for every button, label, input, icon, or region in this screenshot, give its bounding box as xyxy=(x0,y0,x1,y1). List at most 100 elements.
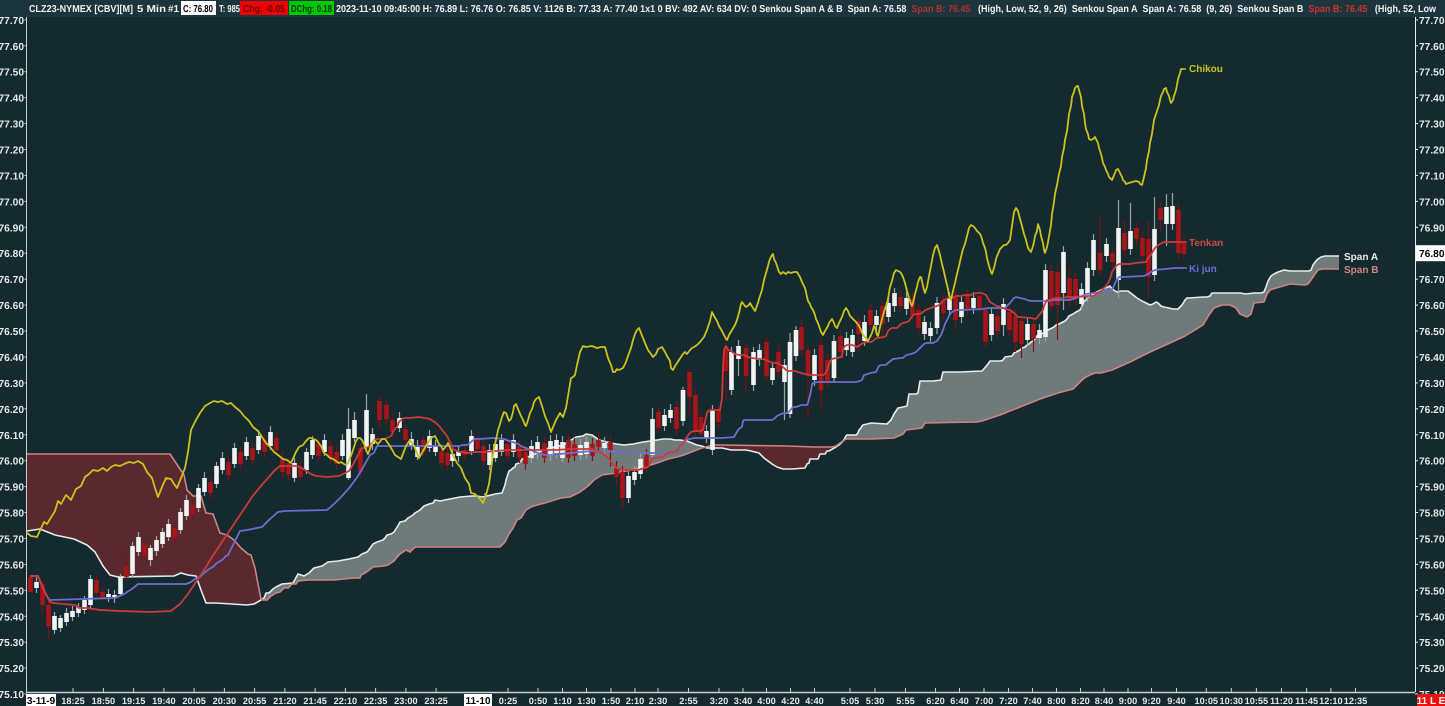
svg-text:7:00: 7:00 xyxy=(975,696,993,706)
svg-text:75.80: 75.80 xyxy=(0,509,24,520)
svg-text:77.40: 77.40 xyxy=(1419,94,1445,105)
svg-text:75.20: 75.20 xyxy=(1419,664,1445,675)
svg-text:76.00: 76.00 xyxy=(0,457,24,468)
svg-text:18:25: 18:25 xyxy=(61,696,85,706)
svg-text:23:00: 23:00 xyxy=(394,696,418,706)
svg-text:77.40: 77.40 xyxy=(0,94,24,105)
svg-text:75.10: 75.10 xyxy=(0,690,24,701)
svg-text:77.20: 77.20 xyxy=(0,146,24,157)
svg-text:4:40: 4:40 xyxy=(805,696,823,706)
svg-text:11-10: 11-10 xyxy=(465,696,490,706)
svg-text:77.30: 77.30 xyxy=(0,120,24,131)
svg-text:76.90: 76.90 xyxy=(0,223,24,234)
svg-text:8:40: 8:40 xyxy=(1095,696,1113,706)
svg-text:5:55: 5:55 xyxy=(896,696,914,706)
svg-text:2:30: 2:30 xyxy=(649,696,667,706)
svg-text:1:10: 1:10 xyxy=(553,696,571,706)
svg-text:77.50: 77.50 xyxy=(0,68,24,79)
svg-text:75.40: 75.40 xyxy=(1419,612,1445,623)
svg-text:22:35: 22:35 xyxy=(364,696,388,706)
svg-text:75.70: 75.70 xyxy=(1419,535,1445,546)
svg-text:3-11-9: 3-11-9 xyxy=(27,696,56,706)
svg-text:77.70: 77.70 xyxy=(0,16,24,27)
svg-text:76.80: 76.80 xyxy=(1419,249,1445,260)
svg-text:20:05: 20:05 xyxy=(182,696,206,706)
svg-text:5:30: 5:30 xyxy=(866,696,884,706)
svg-text:7:40: 7:40 xyxy=(1023,696,1041,706)
svg-text:75.60: 75.60 xyxy=(1419,560,1445,571)
svg-text:6:40: 6:40 xyxy=(950,696,968,706)
svg-text:Span B: Span B xyxy=(1344,265,1378,276)
svg-text:9:40: 9:40 xyxy=(1167,696,1185,706)
svg-text:2:10: 2:10 xyxy=(626,696,644,706)
svg-text:75.30: 75.30 xyxy=(1419,638,1445,649)
svg-text:76.50: 76.50 xyxy=(1419,327,1445,338)
svg-text:76.70: 76.70 xyxy=(1419,275,1445,286)
svg-text:77.10: 77.10 xyxy=(0,171,24,182)
svg-text:22:10: 22:10 xyxy=(334,696,358,706)
svg-text:Chikou: Chikou xyxy=(1189,64,1223,75)
svg-text:Chg: -0.05: Chg: -0.05 xyxy=(243,4,285,15)
svg-text:75.40: 75.40 xyxy=(0,612,24,623)
svg-text:76.00: 76.00 xyxy=(1419,457,1445,468)
svg-text:76.90: 76.90 xyxy=(1419,223,1445,234)
svg-text:5:05: 5:05 xyxy=(841,696,859,706)
svg-text:4:20: 4:20 xyxy=(781,696,799,706)
svg-text:1:50: 1:50 xyxy=(602,696,620,706)
svg-text:19:40: 19:40 xyxy=(152,696,176,706)
svg-text:19:15: 19:15 xyxy=(122,696,146,706)
svg-text:6:20: 6:20 xyxy=(926,696,944,706)
svg-text:CLZ23-NYMEX [CBV][M]: CLZ23-NYMEX [CBV][M] xyxy=(29,4,133,15)
svg-text:77.30: 77.30 xyxy=(1419,120,1445,131)
svg-text:5 Min: 5 Min xyxy=(137,4,166,15)
svg-text:Ki jun: Ki jun xyxy=(1189,264,1217,275)
svg-text:75.20: 75.20 xyxy=(0,664,24,675)
svg-text:75.90: 75.90 xyxy=(0,483,24,494)
svg-text:7:20: 7:20 xyxy=(999,696,1017,706)
svg-text:77.00: 77.00 xyxy=(1419,197,1445,208)
svg-text:1:30: 1:30 xyxy=(577,696,595,706)
svg-text:76.10: 76.10 xyxy=(0,431,24,442)
svg-text:2023-11-10 09:45:00 H: 76.89 L: 2023-11-10 09:45:00 H: 76.89 L: 76.76 O:… xyxy=(336,4,1436,15)
svg-text:75.90: 75.90 xyxy=(1419,483,1445,494)
svg-text:21:20: 21:20 xyxy=(273,696,297,706)
svg-text:11:20: 11:20 xyxy=(1270,696,1293,706)
svg-text:12:10: 12:10 xyxy=(1319,696,1343,706)
svg-text:8:20: 8:20 xyxy=(1071,696,1089,706)
svg-text:75.50: 75.50 xyxy=(0,586,24,597)
svg-text:76.60: 76.60 xyxy=(1419,301,1445,312)
svg-text:77.70: 77.70 xyxy=(1419,16,1445,27)
svg-text:Span A: Span A xyxy=(1344,252,1378,263)
svg-text:11 L E: 11 L E xyxy=(1417,696,1445,706)
svg-text:Tenkan: Tenkan xyxy=(1189,238,1223,249)
svg-text:77.60: 77.60 xyxy=(0,42,24,53)
svg-text:76.20: 76.20 xyxy=(1419,405,1445,416)
svg-text:2:55: 2:55 xyxy=(679,696,697,706)
svg-text:76.10: 76.10 xyxy=(1419,431,1445,442)
svg-text:76.70: 76.70 xyxy=(0,275,24,286)
svg-text:77.00: 77.00 xyxy=(0,197,24,208)
svg-text:76.30: 76.30 xyxy=(1419,379,1445,390)
svg-text:76.20: 76.20 xyxy=(0,405,24,416)
svg-text:C: 76.80: C: 76.80 xyxy=(183,4,213,15)
svg-text:75.70: 75.70 xyxy=(0,535,24,546)
svg-text:4:00: 4:00 xyxy=(757,696,775,706)
svg-text:12:35: 12:35 xyxy=(1344,696,1368,706)
svg-text:76.40: 76.40 xyxy=(1419,353,1445,364)
svg-text:75.50: 75.50 xyxy=(1419,586,1445,597)
svg-text:T: 985: T: 985 xyxy=(219,4,240,15)
svg-text:75.30: 75.30 xyxy=(0,638,24,649)
svg-text:3:40: 3:40 xyxy=(734,696,752,706)
svg-text:76.40: 76.40 xyxy=(0,353,24,364)
svg-text:0:25: 0:25 xyxy=(499,696,517,706)
svg-text:20:55: 20:55 xyxy=(243,696,267,706)
svg-text:9:00: 9:00 xyxy=(1119,696,1137,706)
svg-text:11:45: 11:45 xyxy=(1295,696,1318,706)
svg-text:75.80: 75.80 xyxy=(1419,509,1445,520)
svg-text:77.50: 77.50 xyxy=(1419,68,1445,79)
svg-text:0:50: 0:50 xyxy=(529,696,547,706)
svg-text:DChg: 0.18: DChg: 0.18 xyxy=(291,4,332,15)
svg-text:77.10: 77.10 xyxy=(1419,171,1445,182)
svg-text:23:25: 23:25 xyxy=(424,696,448,706)
svg-text:77.60: 77.60 xyxy=(1419,42,1445,53)
